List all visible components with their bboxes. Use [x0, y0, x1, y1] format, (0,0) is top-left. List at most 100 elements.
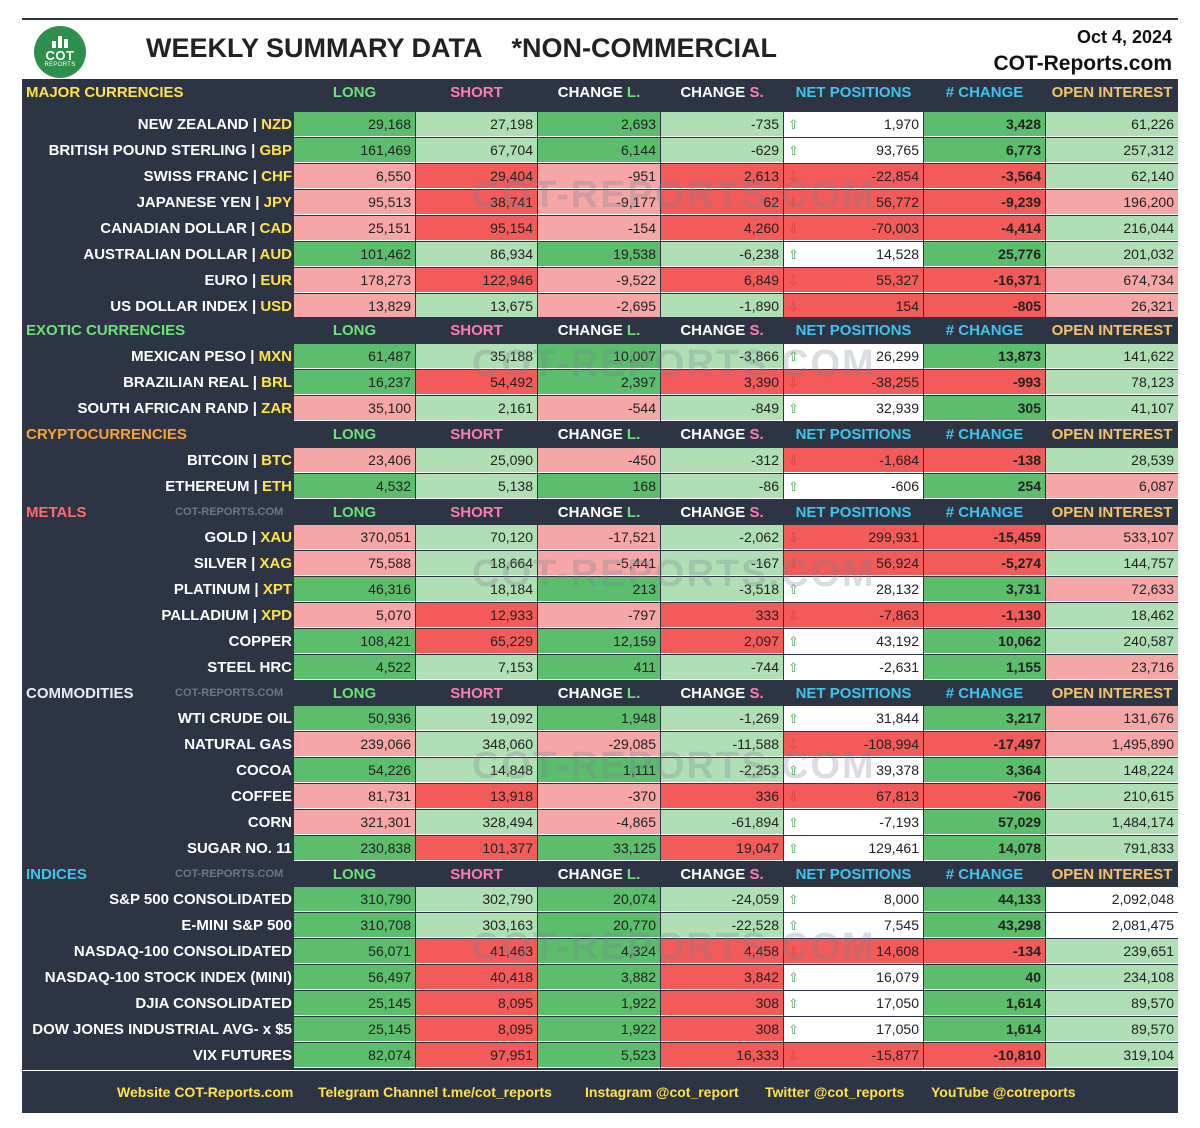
- cell-long: 310,790: [294, 887, 415, 912]
- arrow-down-icon: ⇩: [788, 556, 799, 571]
- cell-oi: 216,044: [1046, 216, 1178, 241]
- cell-net-chg: 10,062: [924, 629, 1045, 654]
- col-header-net-change: # CHANGE: [924, 866, 1045, 883]
- code-separator: |: [246, 348, 259, 365]
- cell-long: 178,273: [294, 268, 415, 293]
- cell-value: -7,193: [879, 814, 919, 830]
- col-header-change-long-part: L.: [626, 426, 641, 443]
- cell-chg-s: 2,613: [661, 164, 783, 189]
- report-date: Oct 4, 2024: [1076, 27, 1172, 47]
- col-header-net-positions-part: NET POSITIONS: [795, 866, 912, 883]
- cell-value: -9,239: [1001, 194, 1041, 210]
- cell-net: ⇩ -38,255: [784, 370, 923, 395]
- col-header-change-long-part: L.: [626, 84, 641, 101]
- col-header-open-interest-part: OPEN INTEREST: [1051, 685, 1173, 702]
- instrument-name: PALLADIUM | XPD: [22, 603, 292, 629]
- currency-code: AUD: [259, 246, 293, 263]
- instrument-label: SUGAR NO. 11: [186, 840, 292, 857]
- code-separator: |: [247, 529, 261, 546]
- cell-value: 3,428: [1005, 116, 1041, 132]
- cell-chg-s: -61,894: [661, 810, 783, 835]
- cell-net-chg: -805: [924, 294, 1045, 319]
- cell-value: 411: [633, 659, 656, 675]
- cell-value: 141,622: [1123, 348, 1174, 364]
- cell-value: 319,104: [1123, 1047, 1174, 1063]
- instrument-label: SWISS FRANC: [143, 168, 249, 185]
- cell-chg-l: 1,111: [538, 758, 660, 783]
- footer-twitter-link[interactable]: Twitter @cot_reports: [765, 1084, 905, 1100]
- cell-long: 81,731: [294, 784, 415, 809]
- cell-long: 35,100: [294, 396, 415, 421]
- cell-value: 4,260: [743, 220, 779, 236]
- col-header-change-long-part: L.: [626, 322, 641, 339]
- col-header-long: LONG: [294, 426, 415, 443]
- cell-chg-l: 10,007: [538, 344, 660, 369]
- cell-value: 78,123: [1131, 374, 1174, 390]
- cell-value: 310,790: [360, 891, 411, 907]
- cell-value: 333: [755, 607, 779, 623]
- cell-net-chg: 25,776: [924, 242, 1045, 267]
- cell-value: 230,838: [360, 840, 411, 856]
- col-header-change-long: CHANGE L.: [538, 322, 660, 339]
- cell-value: 178,273: [360, 272, 411, 288]
- cell-value: -797: [627, 607, 656, 623]
- cell-value: 72,633: [1131, 581, 1174, 597]
- col-header-net-change: # CHANGE: [924, 426, 1045, 443]
- footer-website-link[interactable]: Website COT-Reports.com: [117, 1084, 294, 1100]
- cell-net-chg: 254: [924, 474, 1045, 499]
- cell-chg-l: 2,693: [538, 112, 660, 137]
- footer-youtube-link[interactable]: YouTube @cotreports: [931, 1084, 1076, 1100]
- section-title: INDICES: [26, 866, 87, 883]
- cell-chg-s: 3,390: [661, 370, 783, 395]
- footer-telegram-link[interactable]: Telegram Channel t.me/cot_reports: [318, 1084, 552, 1100]
- cell-chg-l: -9,177: [538, 190, 660, 215]
- col-header-open-interest-part: OPEN INTEREST: [1051, 322, 1173, 339]
- col-header-change-long-part: CHANGE: [557, 685, 627, 702]
- cell-value: -5,441: [616, 555, 656, 571]
- cell-value: 336: [755, 788, 779, 804]
- cell-net: ⇧ 39,378: [784, 758, 923, 783]
- col-header-short: SHORT: [416, 426, 537, 443]
- instrument-name: BRITISH POUND STERLING | GBP: [22, 138, 292, 164]
- cell-net: ⇧ 31,844: [784, 706, 923, 731]
- cell-short: 25,090: [416, 448, 537, 473]
- cell-value: 56,071: [368, 943, 411, 959]
- cell-value: -22,528: [731, 917, 779, 933]
- cell-value: 4,324: [620, 943, 656, 959]
- cell-chg-s: -2,062: [661, 525, 783, 550]
- cell-value: -3,564: [1001, 168, 1041, 184]
- footer-instagram-link[interactable]: Instagram @cot_report: [585, 1084, 739, 1100]
- cell-net-chg: -1,130: [924, 603, 1045, 628]
- cell-value: 14,608: [876, 943, 919, 959]
- cell-chg-s: -744: [661, 655, 783, 680]
- cell-net-chg: -134: [924, 939, 1045, 964]
- cell-chg-l: -9,522: [538, 268, 660, 293]
- cell-net: ⇧ 43,192: [784, 629, 923, 654]
- arrow-up-icon: ⇧: [788, 996, 799, 1011]
- table-row: COFFEE 81,731 13,918 -370 336 ⇩ 67,813 -706 210,…: [22, 784, 1178, 810]
- cell-value: 2,613: [743, 168, 779, 184]
- cell-value: 3,364: [1005, 762, 1041, 778]
- cell-value: 41,107: [1131, 400, 1174, 416]
- instrument-name: VIX FUTURES: [22, 1043, 292, 1069]
- cell-value: -154: [627, 220, 656, 236]
- cell-value: 65,229: [490, 633, 533, 649]
- cell-value: -951: [627, 168, 656, 184]
- currency-code: ETH: [262, 478, 292, 495]
- cell-value: 305: [1017, 400, 1041, 416]
- cell-value: 35,188: [490, 348, 533, 364]
- col-header-long-part: LONG: [332, 866, 377, 883]
- col-header-net-positions: NET POSITIONS: [784, 84, 923, 101]
- col-header-change-short-part: CHANGE: [680, 426, 750, 443]
- instrument-name: E-MINI S&P 500: [22, 913, 292, 939]
- instrument-name: NASDAQ-100 CONSOLIDATED: [22, 939, 292, 965]
- instrument-name: SUGAR NO. 11: [22, 836, 292, 862]
- cell-value: 254: [1017, 478, 1041, 494]
- cell-chg-s: 336: [661, 784, 783, 809]
- page-title: WEEKLY SUMMARY DATA *NON-COMMERCIAL: [146, 33, 778, 63]
- col-header-change-long: CHANGE L.: [538, 685, 660, 702]
- cell-net: ⇩ -70,003: [784, 216, 923, 241]
- cell-value: 10,007: [613, 348, 656, 364]
- cell-long: 23,406: [294, 448, 415, 473]
- cell-net: ⇧ 32,939: [784, 396, 923, 421]
